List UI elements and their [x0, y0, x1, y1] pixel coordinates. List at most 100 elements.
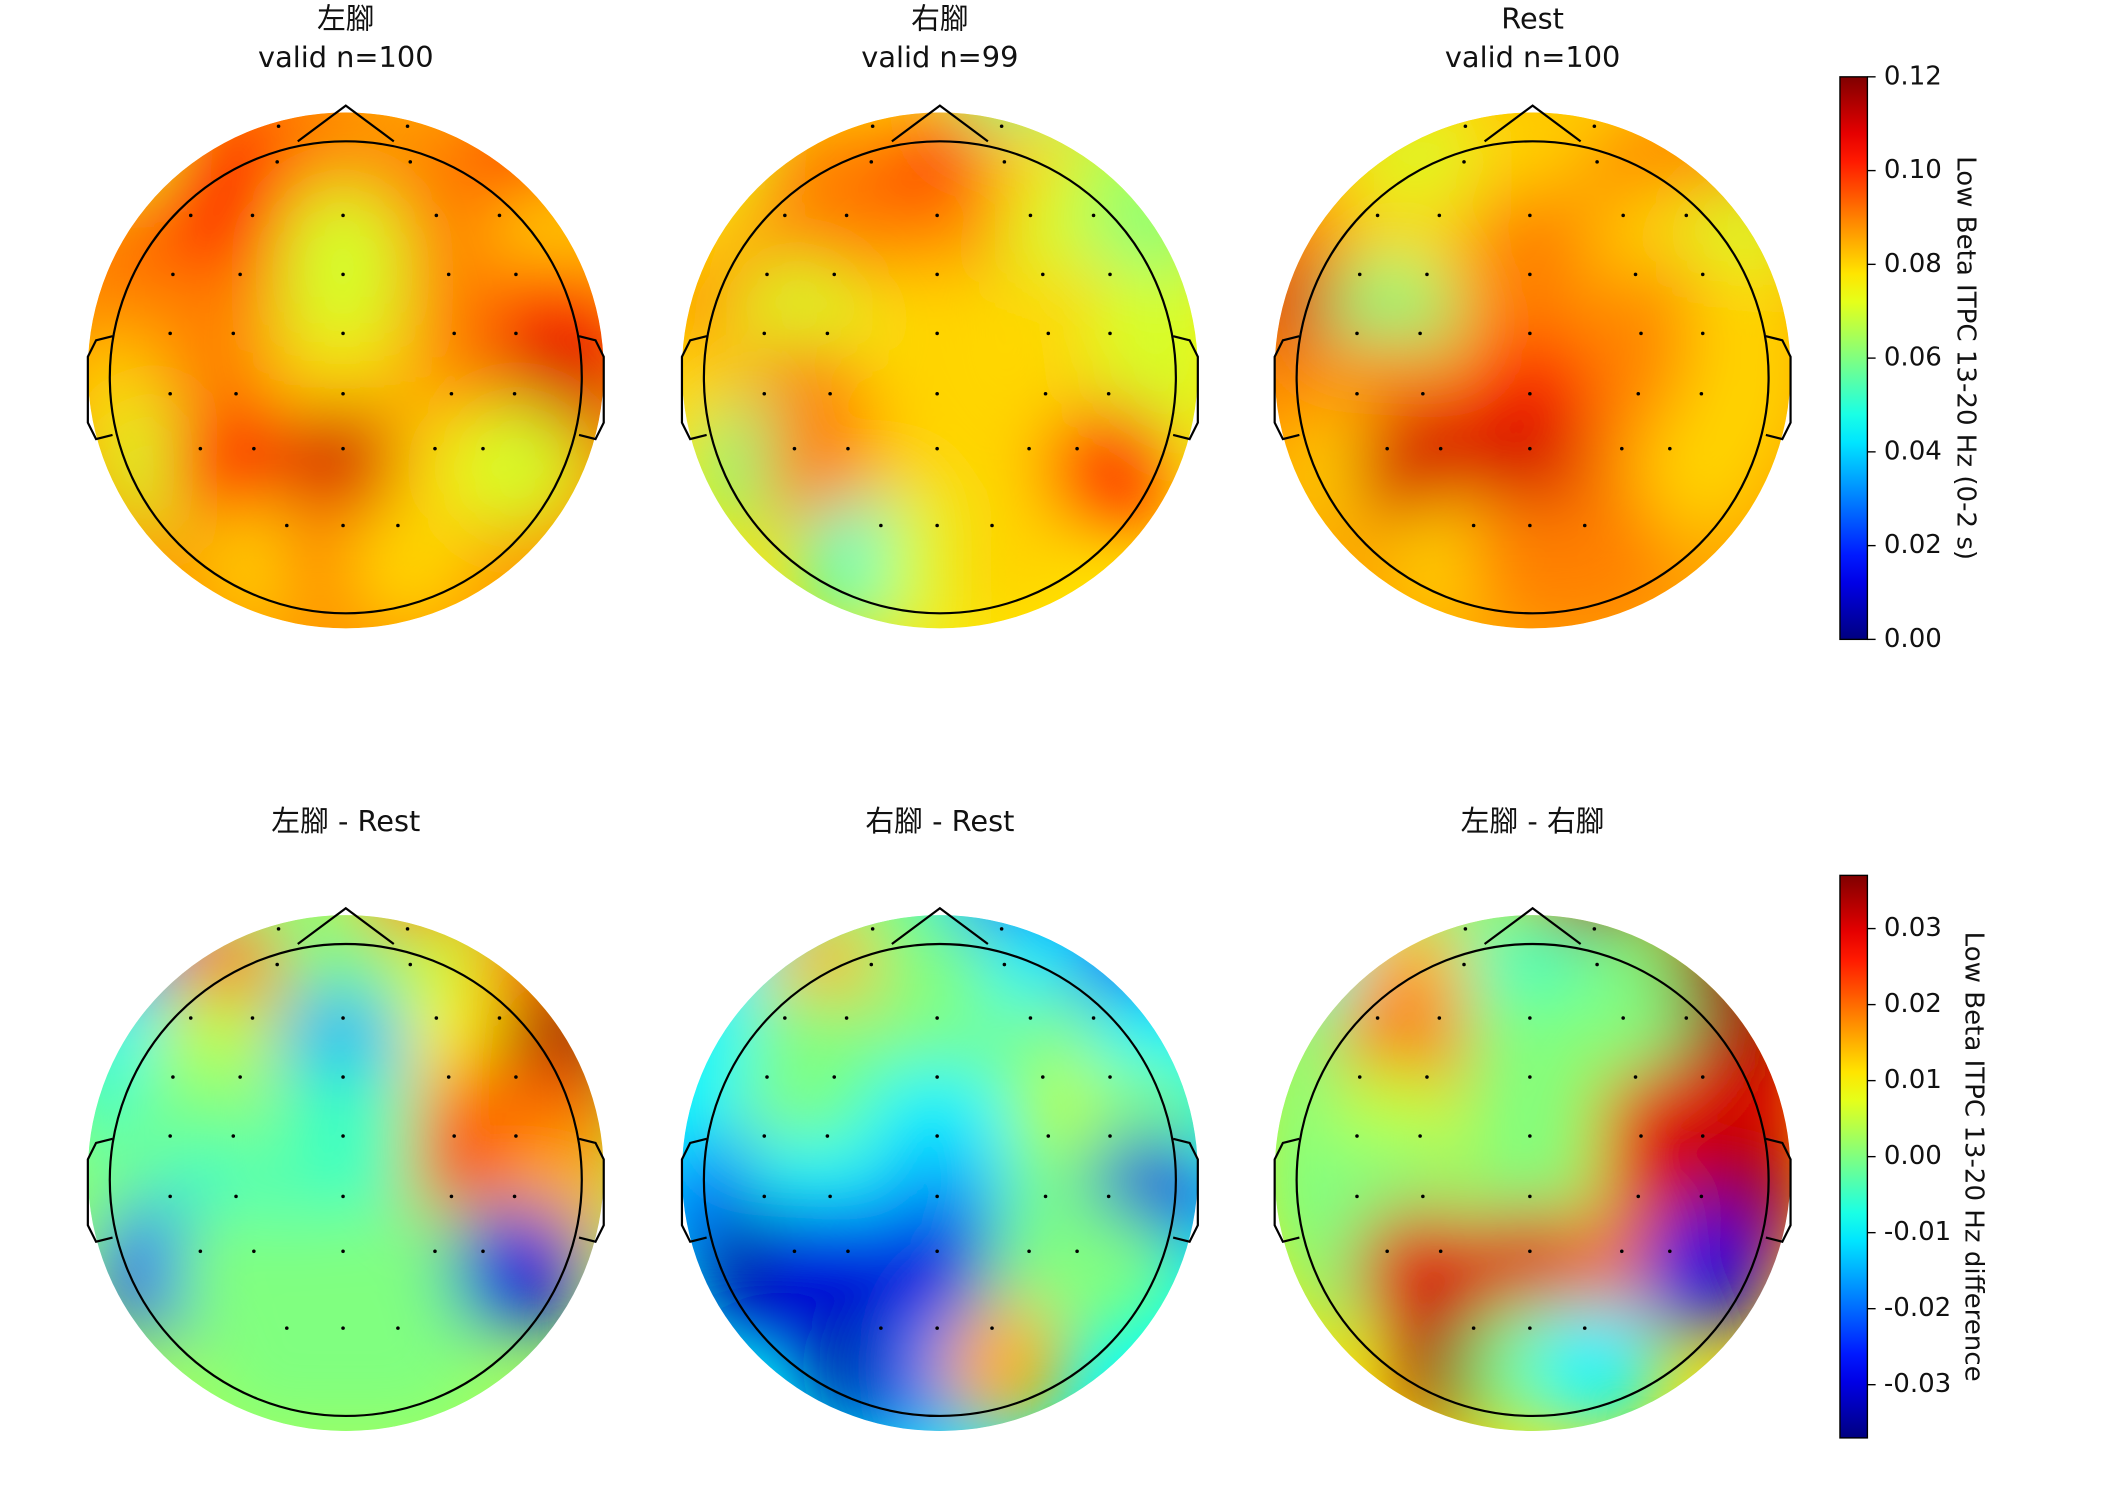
sensor: [1592, 927, 1597, 931]
sensor: [1668, 446, 1672, 451]
sensor: [231, 1134, 236, 1138]
sensor: [1700, 1134, 1705, 1138]
sensor: [168, 1134, 172, 1138]
sensor: [341, 1134, 345, 1138]
sensor: [396, 1326, 400, 1330]
sensor: [1592, 124, 1597, 129]
colorbar-tick-label: 0.06: [1884, 343, 1942, 373]
colorbar-tick-label: 0.02: [1884, 530, 1942, 560]
sensor: [935, 1326, 939, 1330]
panel-title: 右腳: [911, 2, 969, 36]
sensor: [869, 160, 874, 164]
sensor-value: [939, 498, 1071, 629]
sensor: [1528, 1016, 1532, 1020]
sensor: [1633, 272, 1638, 277]
panel-title: 左腳: [317, 2, 375, 36]
colorbar-tick-label: 0.03: [1884, 913, 1942, 943]
sensor: [1528, 446, 1532, 451]
sensor: [999, 124, 1004, 129]
sensor: [792, 446, 797, 451]
head-outline: [108, 140, 583, 615]
sensor: [276, 124, 281, 129]
sensor: [168, 391, 172, 396]
ear: [578, 335, 605, 441]
head-outline: [702, 140, 1177, 615]
sensor: [1357, 1075, 1362, 1079]
sensor: [762, 331, 767, 336]
panel-title: valid n=100: [1445, 40, 1620, 74]
sensor: [252, 1249, 256, 1254]
sensor: [1437, 1016, 1442, 1020]
sensor: [1595, 962, 1599, 967]
sensor: [1463, 927, 1468, 931]
topomap-surface: [681, 915, 1198, 1432]
sensor: [935, 1134, 939, 1138]
sensor: [1528, 331, 1532, 336]
sensor: [514, 1075, 518, 1079]
colorbar-tick-label: -0.01: [1884, 1217, 1951, 1247]
ear: [1273, 335, 1300, 441]
ear: [680, 335, 707, 441]
sensor: [1621, 1016, 1625, 1020]
sensor: [1002, 962, 1007, 967]
sensor: [433, 446, 437, 451]
colorbar-tick-label: -0.02: [1884, 1293, 1951, 1323]
sensor: [935, 1075, 939, 1079]
sensor: [762, 391, 767, 396]
sensor: [188, 1016, 193, 1020]
sensor: [1582, 523, 1587, 528]
sensor: [449, 391, 454, 396]
sensor: [1700, 1075, 1705, 1079]
sensor: [935, 391, 939, 396]
sensor: [1636, 1194, 1641, 1199]
nose: [1483, 906, 1582, 945]
sensor: [341, 331, 345, 336]
sensor: [238, 272, 242, 277]
sensor: [188, 213, 193, 218]
ear: [578, 1137, 605, 1243]
sensor: [1684, 1016, 1689, 1020]
sensor: [341, 1194, 345, 1199]
sensor: [168, 331, 172, 336]
head-outline: [108, 942, 583, 1418]
sensor: [1471, 523, 1476, 528]
nose: [1483, 104, 1582, 143]
sensor: [1091, 1016, 1096, 1020]
sensor: [514, 331, 518, 336]
sensor: [792, 1249, 797, 1254]
sensor: [514, 1134, 518, 1138]
sensor: [1528, 1134, 1532, 1138]
sensor: [1438, 1249, 1443, 1254]
sensor: [514, 272, 518, 277]
colorbar-tick-label: 0.02: [1884, 989, 1942, 1019]
sensor: [1528, 391, 1532, 396]
sensor: [1355, 1194, 1359, 1199]
sensor: [1700, 272, 1705, 277]
sensor: [275, 160, 279, 164]
sensor: [1091, 213, 1096, 218]
colorbar-label: Low Beta ITPC 13-20 Hz difference: [1959, 932, 1989, 1382]
sensor: [1028, 1016, 1033, 1020]
sensor: [1421, 391, 1425, 396]
sensor: [250, 213, 255, 218]
topomap-surface: [681, 112, 1198, 629]
sensor: [405, 124, 410, 129]
sensor: [1375, 1016, 1380, 1020]
sensor: [481, 446, 485, 451]
sensor: [879, 1326, 883, 1330]
sensor: [1471, 1326, 1476, 1330]
sensor-value: [1531, 1301, 1664, 1432]
sensor: [1462, 962, 1466, 967]
topomap: [1273, 906, 1792, 1432]
ear: [680, 1137, 707, 1243]
nose: [297, 906, 395, 945]
sensor: [198, 1249, 203, 1254]
sensor: [846, 446, 850, 451]
colorbar-tick-label: 0.00: [1884, 624, 1942, 654]
sensor: [168, 1194, 172, 1199]
sensor: [1355, 1134, 1359, 1138]
sensor: [990, 523, 994, 528]
sensor: [341, 213, 345, 218]
sensor: [1595, 160, 1599, 164]
sensor: [762, 1134, 767, 1138]
